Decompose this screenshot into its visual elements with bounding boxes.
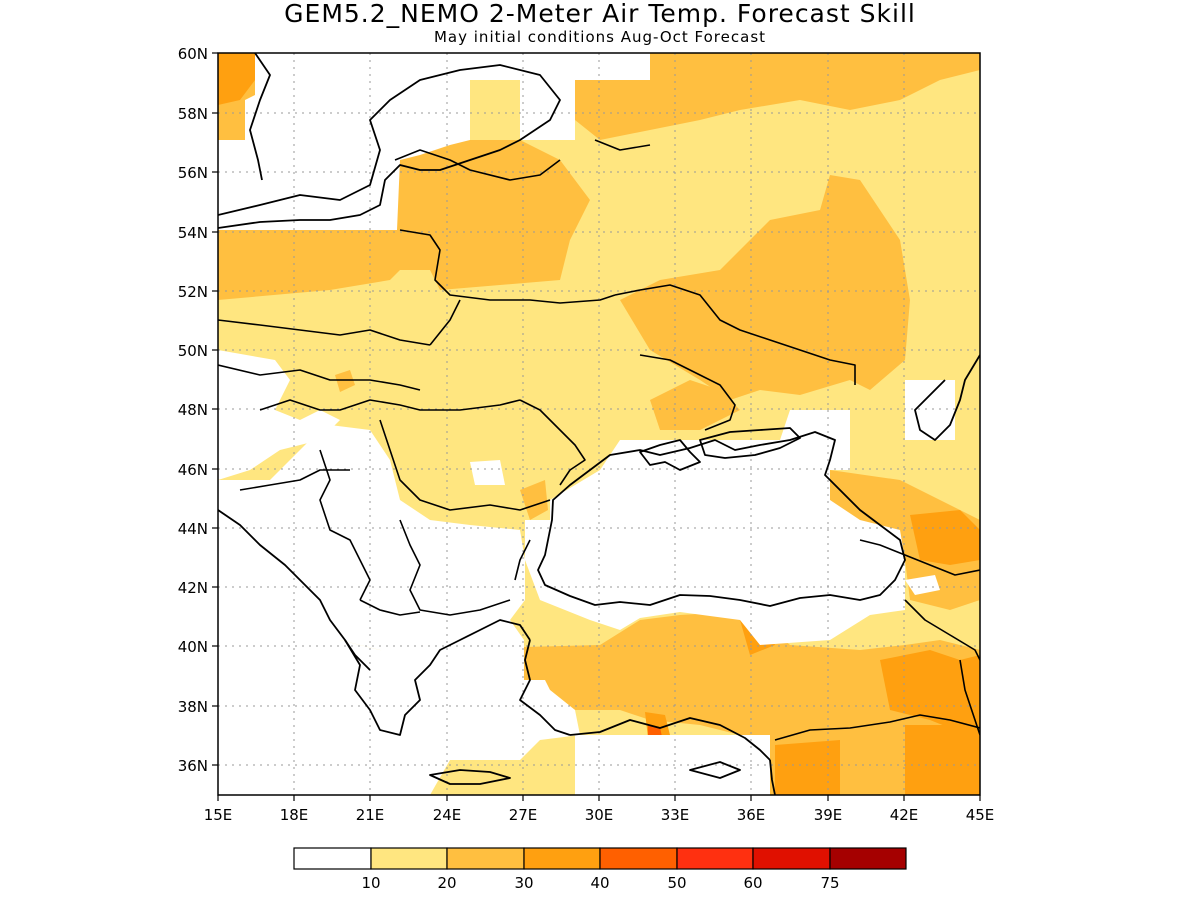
mask-turkey-pocket: [905, 575, 940, 595]
mask-scandinavia: [218, 53, 470, 230]
mask-central-europe: [218, 560, 580, 795]
azov-coast: [699, 427, 801, 459]
colorbar-box-5: [676, 847, 754, 870]
lat-labels: 60N 58N 56N 54N 52N 50N 48N 46N 44N 42N …: [178, 45, 208, 775]
black-sea-coast: [537, 431, 906, 607]
border-2: [394, 149, 561, 181]
mask-caspian-inlet: [905, 380, 955, 440]
border-14: [514, 539, 531, 581]
mask-small-ukraine: [470, 460, 505, 485]
colorbar-label: 75: [820, 874, 839, 892]
lon-label: 42E: [890, 806, 919, 824]
aegean-coast: [519, 639, 571, 736]
tick-marks: [212, 52, 981, 801]
lon-label: 30E: [585, 806, 614, 824]
lon-label: 45E: [966, 806, 995, 824]
map-title: GEM5.2_NEMO 2-Meter Air Temp. Forecast S…: [284, 0, 916, 28]
colorbar-label: 20: [437, 874, 456, 892]
skill-region-moldova-orange: [520, 480, 548, 520]
lon-label: 36E: [737, 806, 766, 824]
border-8: [259, 399, 521, 411]
colorbar: 10 20 30 40 50 60 75: [293, 847, 907, 892]
lat-label: 38N: [178, 698, 208, 716]
lat-label: 58N: [178, 105, 208, 123]
skill-region-levant-deep2: [775, 740, 840, 795]
skill-region-russia-orange: [620, 175, 910, 400]
skill-region-se-deep: [880, 650, 980, 740]
lon-label: 24E: [433, 806, 462, 824]
lat-label: 56N: [178, 164, 208, 182]
border-13: [399, 519, 511, 616]
border-15: [359, 599, 421, 616]
border-11: [319, 449, 371, 601]
lon-label: 39E: [814, 806, 843, 824]
lon-labels: 15E 18E 21E 24E 27E 30E 33E 36E 39E 42E …: [204, 806, 995, 824]
skill-region-north-orange: [575, 53, 980, 140]
levant-coast: [769, 759, 776, 795]
coastlines: [218, 53, 980, 795]
lat-label: 36N: [178, 757, 208, 775]
lat-label: 52N: [178, 283, 208, 301]
border-16: [859, 539, 980, 576]
border-1: [218, 319, 431, 346]
colorbar-box-1: [370, 847, 448, 870]
lat-label: 44N: [178, 520, 208, 538]
skill-region-caucasus-orange: [830, 470, 980, 610]
border-7: [639, 354, 736, 431]
map-subtitle: May initial conditions Aug-Oct Forecast: [433, 28, 767, 46]
mask-baltic: [470, 53, 650, 140]
mask-levant: [575, 735, 770, 795]
colorbar-box-2: [446, 847, 525, 870]
colorbar-label: 60: [743, 874, 762, 892]
caspian-coast: [914, 354, 980, 441]
lat-label: 50N: [178, 342, 208, 360]
border-4: [429, 299, 461, 346]
border-9: [519, 399, 586, 486]
crete-coast: [429, 769, 511, 785]
border-17: [904, 599, 980, 661]
border-3: [399, 229, 616, 304]
colorbar-label: 50: [667, 874, 686, 892]
colorbar-label: 40: [590, 874, 609, 892]
colorbar-box-7: [829, 847, 907, 870]
border-12: [239, 469, 350, 491]
cyprus-coast: [689, 761, 741, 779]
mask-balkans: [218, 425, 575, 735]
lat-label: 54N: [178, 224, 208, 242]
border-20: [594, 139, 651, 151]
colorbar-box-6: [752, 847, 831, 870]
lat-label: 46N: [178, 461, 208, 479]
baltic-coast: [218, 64, 561, 229]
skill-region-ukraine-orange: [650, 380, 740, 430]
lon-label: 27E: [509, 806, 538, 824]
lon-label: 21E: [356, 806, 385, 824]
lat-label: 40N: [178, 638, 208, 656]
border-19: [774, 714, 980, 741]
gulf-bothnia-coast: [249, 53, 271, 181]
lat-label: 48N: [178, 401, 208, 419]
border-6: [614, 284, 856, 385]
lon-label: 18E: [280, 806, 309, 824]
skill-region-iraq-deep2: [905, 725, 980, 795]
colorbar-label: 30: [514, 874, 533, 892]
mask-lake-karelia: [218, 350, 340, 480]
colorbar-box-3: [523, 847, 601, 870]
turkey-south-coast: [569, 717, 771, 761]
country-borders: [218, 139, 980, 741]
border-5: [218, 364, 421, 391]
crimea-coast: [639, 439, 701, 471]
lat-label: 60N: [178, 45, 208, 63]
lon-label: 15E: [204, 806, 233, 824]
colorbar-box-4: [599, 847, 678, 870]
lon-label: 33E: [661, 806, 690, 824]
lat-label: 42N: [178, 579, 208, 597]
colorbar-label: 10: [361, 874, 380, 892]
skill-region-hungary-orange: [335, 370, 355, 392]
border-10: [379, 419, 551, 511]
skill-region-nw-deep: [218, 53, 255, 105]
colorbar-box-0: [293, 847, 372, 870]
greece-coast: [344, 619, 531, 736]
skill-region-caucasus-deep: [910, 510, 980, 565]
